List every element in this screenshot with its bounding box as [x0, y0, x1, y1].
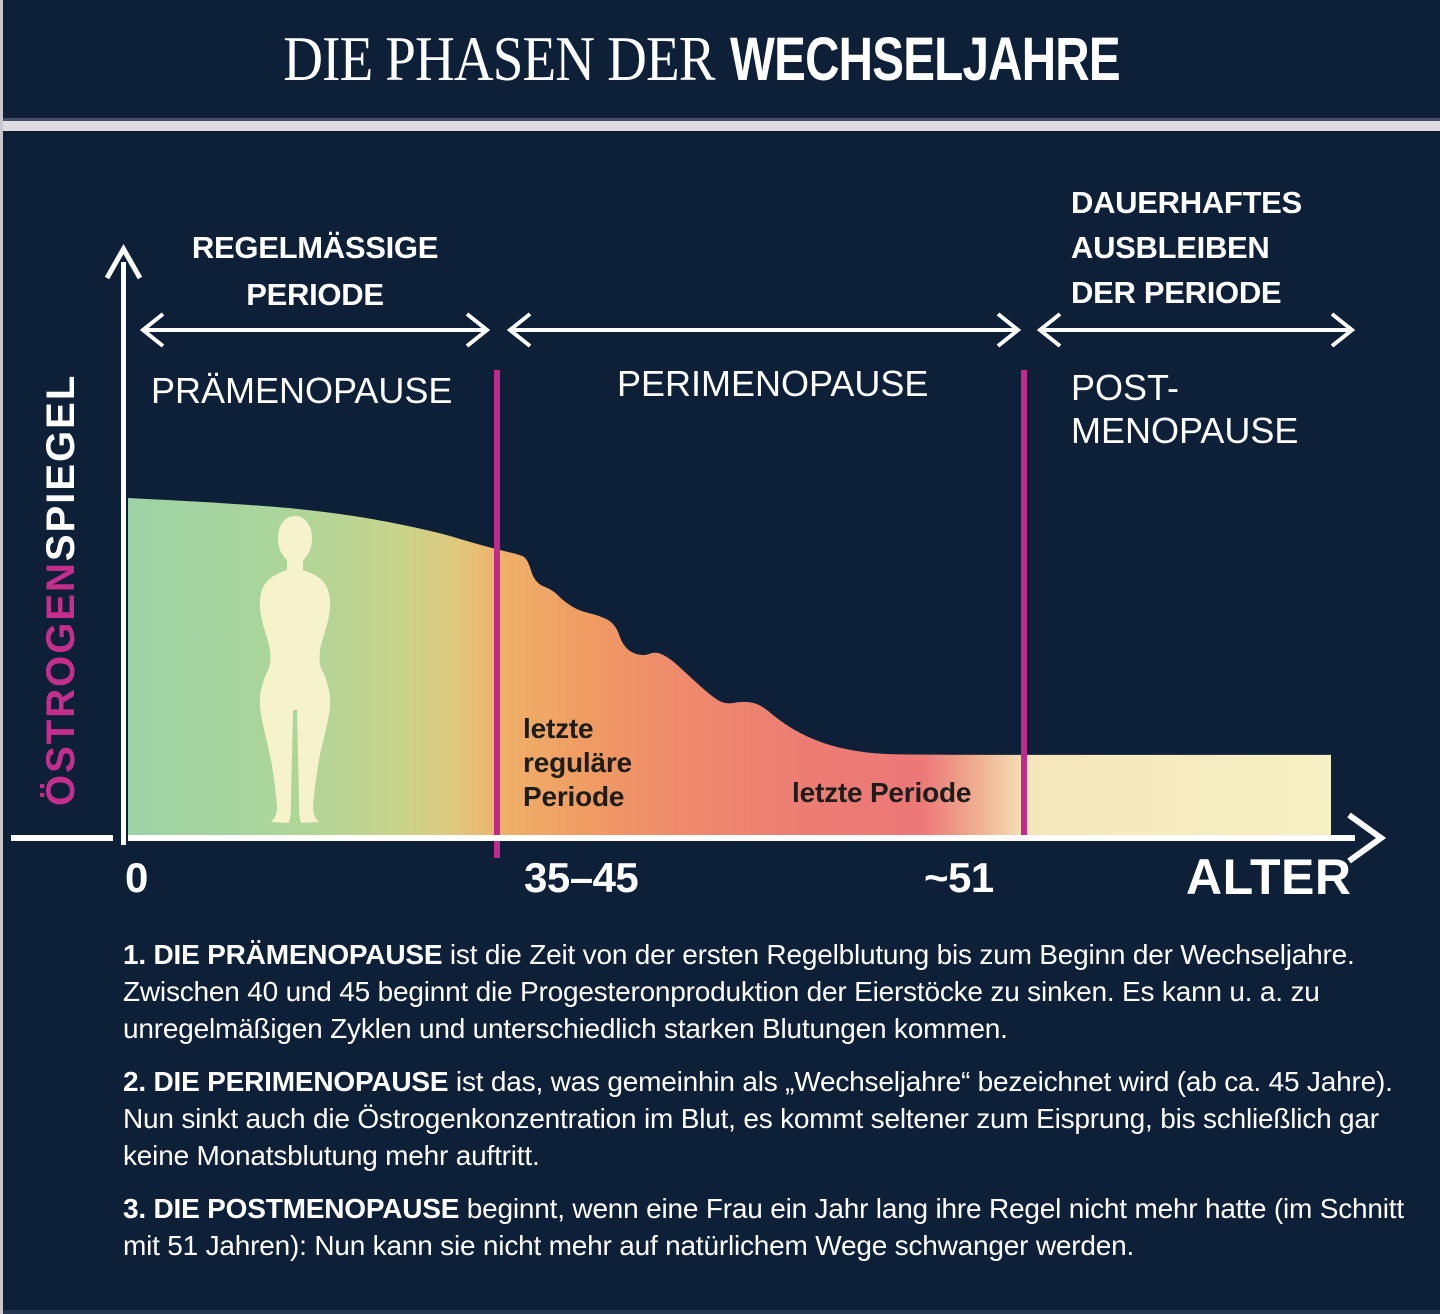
stage-header-regular-period: REGELMÄSSIGE PERIODE	[191, 230, 439, 312]
x-axis-title: ALTER	[1186, 849, 1352, 905]
paragraph-2-lead: 2. DIE PERIMENOPAUSE	[123, 1066, 449, 1097]
y-axis-label-spiegel: SPIEGEL	[39, 373, 83, 562]
title-separator	[3, 118, 1440, 131]
female-silhouette-icon	[259, 516, 331, 823]
y-axis-label-oestrogen: ÖSTROGEN	[39, 561, 83, 807]
title-emphasis-part: WECHSELJAHRE	[730, 25, 1121, 93]
annotation-last-regular-period: letzte reguläre Periode	[523, 713, 632, 812]
x-axis	[11, 812, 1387, 864]
menopause-boundary-line-2	[1021, 370, 1027, 840]
range-arrow-postmenopause	[1036, 312, 1356, 348]
paragraph-1-body: ist die Zeit von der ersten Regelblutung…	[123, 939, 1355, 1044]
paragraph-3-lead: 3. DIE POSTMENOPAUSE	[123, 1193, 460, 1224]
x-axis-arrowhead-icon	[1347, 812, 1387, 864]
description-text: 1. DIE PRÄMENOPAUSE ist die Zeit von der…	[123, 936, 1415, 1280]
paragraph-3-body: beginnt, wenn eine Frau ein Jahr lang ih…	[123, 1193, 1404, 1261]
y-axis	[104, 243, 143, 845]
phase-label-postmenopause: POST- MENOPAUSE	[1071, 367, 1299, 451]
x-tick-35-45: 35–45	[524, 854, 639, 901]
menopause-boundary-line-1	[494, 370, 500, 858]
range-arrow-perimenopause	[506, 312, 1022, 348]
title-band: DIE PHASEN DER WECHSELJAHRE	[3, 0, 1440, 118]
paragraph-postmenopause: 3. DIE POSTMENOPAUSE beginnt, wenn eine …	[123, 1190, 1415, 1264]
estrogen-chart	[11, 243, 1387, 864]
range-arrow-praemenopause	[139, 312, 491, 348]
bottom-edge-strip	[3, 1310, 1440, 1314]
title-serif-part: DIE PHASEN DER	[283, 23, 715, 94]
page-title: DIE PHASEN DER WECHSELJAHRE	[213, 22, 1230, 96]
annotation-last-period: letzte Periode	[792, 777, 972, 808]
stage-header-permanent-absence: DAUERHAFTES AUSBLEIBEN DER PERIODE	[1071, 185, 1302, 310]
x-tick-0: 0	[125, 854, 148, 901]
paragraph-2-body: ist das, was gemeinhin als „Wechseljahre…	[123, 1066, 1393, 1171]
phase-label-praemenopause: PRÄMENOPAUSE	[151, 370, 453, 411]
x-tick-51: ~51	[924, 854, 994, 901]
estrogen-area	[128, 498, 1331, 836]
phase-label-perimenopause: PERIMENOPAUSE	[617, 363, 929, 404]
paragraph-1-lead: 1. DIE PRÄMENOPAUSE	[123, 939, 443, 970]
y-axis-label: ÖSTROGENSPIEGEL	[39, 345, 84, 835]
y-axis-arrowhead-icon	[104, 243, 143, 280]
paragraph-praemenopause: 1. DIE PRÄMENOPAUSE ist die Zeit von der…	[123, 936, 1415, 1047]
paragraph-perimenopause: 2. DIE PERIMENOPAUSE ist das, was gemein…	[123, 1063, 1415, 1174]
